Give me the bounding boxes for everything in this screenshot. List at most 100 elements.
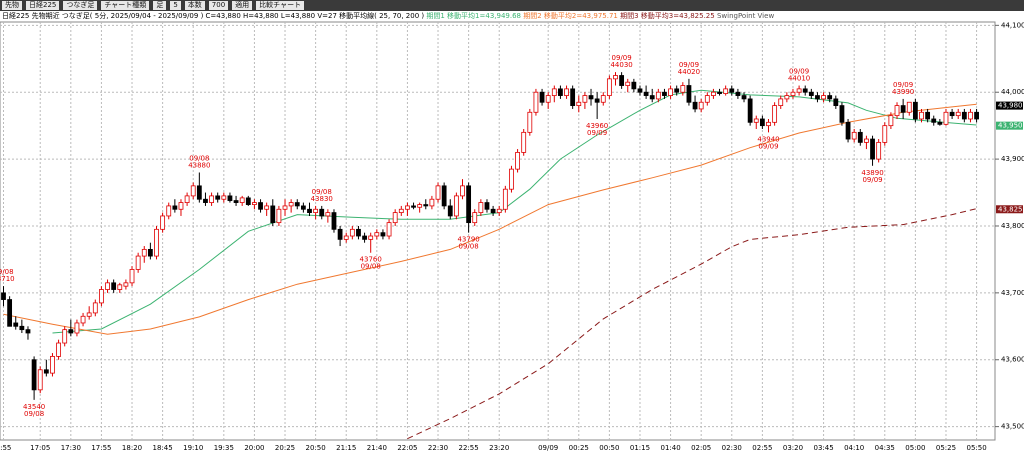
candle-body xyxy=(233,200,239,203)
candle-body xyxy=(802,88,808,93)
candle-body xyxy=(68,329,74,334)
price-box-label: 43,980 xyxy=(998,102,1023,110)
swing-value: 43790 xyxy=(457,236,479,244)
candle-body xyxy=(203,198,208,203)
candle-body xyxy=(539,91,545,103)
candle-body xyxy=(490,208,496,214)
chart-title: 日経225 先物期近 つなぎ足( 5分, 2025/09/04 - 2025/0… xyxy=(2,11,204,20)
candle-body xyxy=(117,284,123,290)
price-box xyxy=(996,101,1023,110)
candle-body xyxy=(631,81,637,90)
swing-date: 09/09 xyxy=(679,61,699,69)
candle-body xyxy=(790,91,796,96)
candle-body xyxy=(319,208,325,217)
candle-body xyxy=(25,329,31,334)
candle-body xyxy=(111,282,117,290)
candle-body xyxy=(380,232,386,237)
legend-entry: 期間2 移動平均2=43,975.71 xyxy=(523,11,618,20)
candle-body xyxy=(961,111,967,120)
toolbar-control[interactable]: 本数 xyxy=(184,1,205,10)
x-tick-label: 02:30 xyxy=(722,444,742,452)
x-tick-label: 00:25 xyxy=(569,444,589,452)
candle-body xyxy=(839,105,845,123)
plot-frame xyxy=(0,21,996,441)
candle-body xyxy=(521,131,527,153)
candle-body xyxy=(925,111,931,120)
x-tick-label: 01:15 xyxy=(630,444,650,452)
candle-body xyxy=(411,205,416,208)
toolbar-control[interactable]: 700 xyxy=(208,1,229,10)
toolbar-control[interactable]: つなぎ足 xyxy=(63,1,98,10)
candle-body xyxy=(441,185,447,207)
toolbar-control[interactable]: 比較チャート xyxy=(256,1,305,10)
candle-body xyxy=(717,91,722,94)
swing-value: 43540 xyxy=(23,403,45,411)
toolbar-control[interactable]: 先物 xyxy=(2,1,22,10)
candle-body xyxy=(594,98,600,103)
swing-date: 09/09 xyxy=(612,54,632,62)
candle-body xyxy=(619,75,625,86)
candle-body xyxy=(190,185,196,197)
candle-body xyxy=(56,342,61,357)
candle-body xyxy=(845,121,851,140)
price-box-label: 43,825 xyxy=(998,205,1023,213)
candle-body xyxy=(349,228,355,237)
toolbar: 先物 日経225 つなぎ足 チャート種類足 5 本数 700 適用 比較チャート xyxy=(0,0,1024,11)
moving-average-line xyxy=(407,208,977,440)
legend-entry: 期間1 移動平均1=43,949.68 xyxy=(426,11,521,20)
candle-body xyxy=(851,131,857,140)
candle-body xyxy=(178,202,184,210)
x-tick-label: 02:55 xyxy=(752,444,772,452)
x-tick-label: 21:15 xyxy=(336,444,356,452)
candle-body xyxy=(876,141,882,160)
x-tick-label: 17:30 xyxy=(61,444,81,452)
candle-body xyxy=(429,198,435,207)
toolbar-control[interactable]: 足 xyxy=(153,1,167,10)
candle-body xyxy=(307,208,312,214)
candle-body xyxy=(655,91,661,100)
candle-body xyxy=(215,195,221,200)
candle-body xyxy=(625,81,631,86)
candle-body xyxy=(821,95,826,100)
candle-body xyxy=(392,212,398,224)
x-tick-label: 8:55 xyxy=(0,444,11,452)
candle-body xyxy=(184,195,190,203)
candle-body xyxy=(912,101,918,120)
x-tick-label: 05:00 xyxy=(905,444,925,452)
candle-body xyxy=(92,302,98,314)
swing-value: 43880 xyxy=(188,161,210,169)
candle-body xyxy=(613,75,618,80)
candle-body xyxy=(141,248,147,257)
candle-body xyxy=(753,118,759,123)
candle-body xyxy=(662,91,667,96)
swing-value: 43710 xyxy=(0,275,15,283)
candle-body xyxy=(864,138,869,143)
candle-body xyxy=(815,95,820,100)
candle-body xyxy=(484,202,490,210)
swing-value: 43990 xyxy=(892,88,914,96)
price-box-label: 43,950 xyxy=(998,122,1023,130)
candle-body xyxy=(80,315,86,324)
candle-body xyxy=(759,118,765,127)
candle-body xyxy=(772,105,778,123)
swing-date: 09/08 xyxy=(459,243,479,251)
moving-average-line xyxy=(3,103,977,335)
moving-average-line xyxy=(52,89,977,334)
toolbar-control[interactable]: チャート種類 xyxy=(101,1,150,10)
candle-body xyxy=(99,289,104,304)
candle-body xyxy=(766,121,771,127)
candle-body xyxy=(453,195,459,217)
toolbar-control[interactable]: 日経225 xyxy=(26,1,60,10)
candle-body xyxy=(533,91,539,113)
candle-body xyxy=(405,205,410,210)
toolbar-control[interactable]: 適用 xyxy=(232,1,253,10)
candle-body xyxy=(172,205,178,210)
toolbar-control[interactable]: 5 xyxy=(170,1,181,10)
candle-body xyxy=(478,202,484,214)
candle-body xyxy=(509,168,514,190)
candle-body xyxy=(558,88,563,96)
candle-body xyxy=(123,282,129,287)
x-tick-label: 18:45 xyxy=(153,444,173,452)
candle-body xyxy=(527,111,533,133)
